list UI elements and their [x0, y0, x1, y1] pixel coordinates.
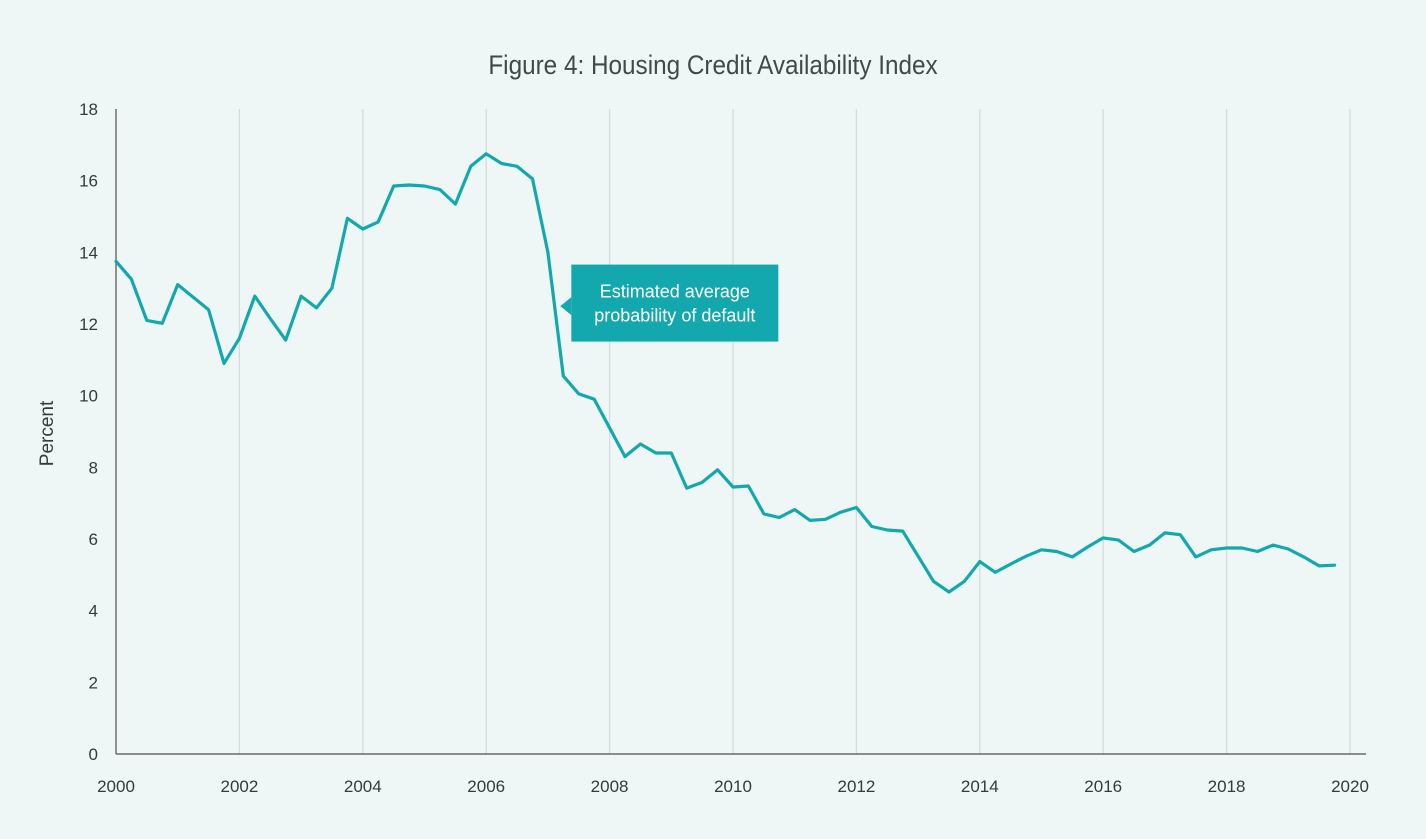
- y-tick-label: 10: [79, 387, 98, 406]
- y-tick-label: 12: [79, 315, 98, 334]
- y-tick-label: 16: [79, 172, 98, 191]
- annotation-box: [571, 264, 779, 342]
- x-tick-label: 2010: [714, 777, 752, 796]
- y-tick-label: 6: [89, 530, 98, 549]
- annotation-label: probability of default: [594, 306, 755, 326]
- annotation-pointer: [560, 297, 572, 316]
- y-tick-label: 8: [89, 458, 98, 477]
- x-tick-label: 2012: [837, 777, 875, 796]
- x-tick-label: 2014: [961, 777, 999, 796]
- y-tick-label: 0: [89, 745, 98, 764]
- y-tick-label: 2: [89, 673, 98, 692]
- x-tick-label: 2008: [591, 777, 629, 796]
- x-tick-label: 2006: [467, 777, 505, 796]
- y-axis-title: Percent: [37, 400, 58, 466]
- y-tick-label: 18: [79, 100, 98, 119]
- annotation-label: Estimated average: [600, 282, 750, 302]
- x-tick-label: 2000: [97, 777, 135, 796]
- x-tick-label: 2018: [1208, 777, 1246, 796]
- y-tick-label: 14: [79, 243, 98, 262]
- x-tick-label: 2020: [1331, 777, 1369, 796]
- x-tick-label: 2016: [1084, 777, 1122, 796]
- y-tick-label: 4: [89, 602, 98, 621]
- series-line: [114, 152, 1337, 594]
- chart-title: Figure 4: Housing Credit Availability In…: [488, 50, 938, 80]
- x-tick-label: 2004: [344, 777, 382, 796]
- x-tick-label: 2002: [220, 777, 258, 796]
